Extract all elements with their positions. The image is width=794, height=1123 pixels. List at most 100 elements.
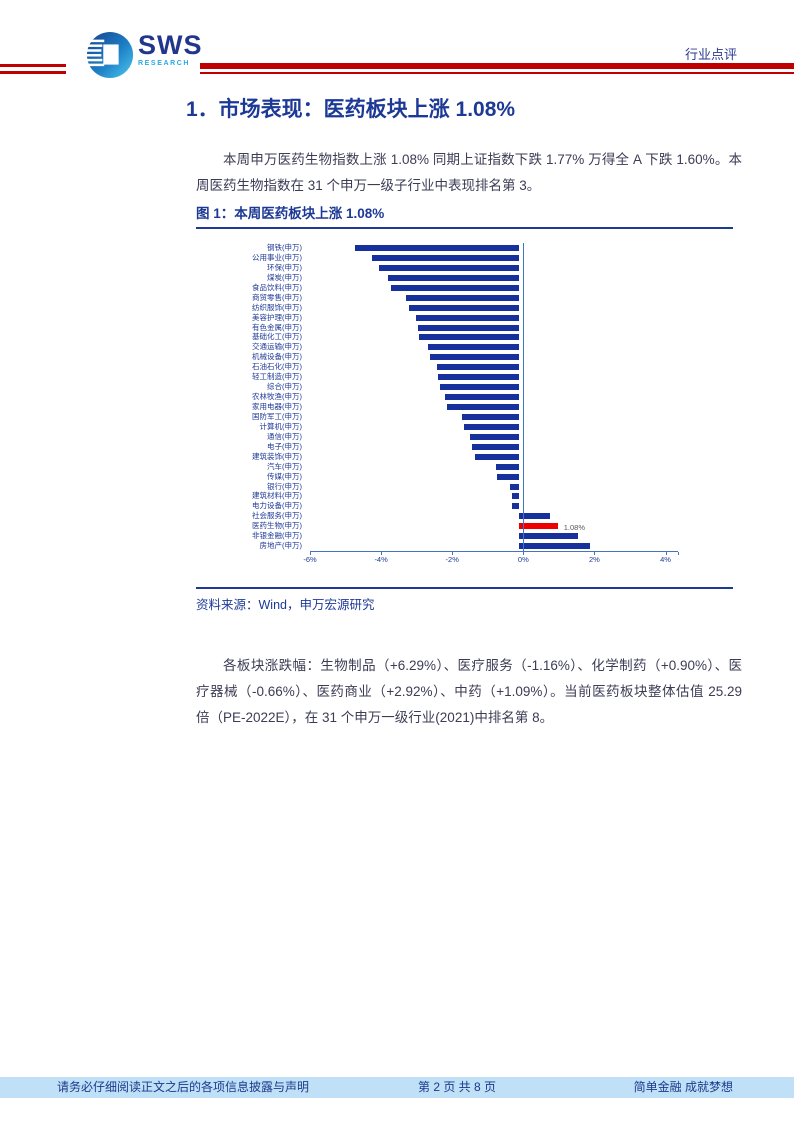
header-red-thin-line <box>200 71 794 74</box>
chart-row: 社会服务(申万) <box>207 511 678 521</box>
header-red-line-left-top <box>0 64 66 67</box>
footer-disclaimer: 请务必仔细阅读正文之后的各项信息披露与声明 <box>57 1080 310 1094</box>
chart-row: 传媒(申万) <box>207 472 678 482</box>
chart-row: 建筑装饰(申万) <box>207 452 678 462</box>
logo-research-label: RESEARCH <box>138 60 191 68</box>
x-axis-ticks: -6% -4% -2% 0% 2% 4% <box>303 552 679 568</box>
chart-category-label: 商贸零售(申万) <box>252 292 302 302</box>
chart-bar <box>430 354 520 361</box>
source-note: 资料来源：Wind，申万宏源研究 <box>196 598 375 612</box>
chart-bar <box>436 364 520 371</box>
chart-bar-track <box>306 472 674 482</box>
chart-category-label: 建筑材料(申万) <box>252 491 302 501</box>
chart-row: 有色金属(申万) <box>207 323 678 333</box>
chart-bar <box>512 503 520 510</box>
zero-axis-line <box>523 243 525 551</box>
chart-category-label: 有色金属(申万) <box>252 322 302 332</box>
chart-category-label: 基础化工(申万) <box>252 332 302 342</box>
x-axis-tick-label: -4% <box>374 555 388 564</box>
chart-category-label: 美容护理(申万) <box>252 312 302 322</box>
chart-bar <box>471 443 520 450</box>
sws-logo: SWS RESEARCH <box>86 31 203 79</box>
chart-bar <box>409 304 520 311</box>
report-type-label: 行业点评 <box>684 47 737 62</box>
chart-category-label: 机械设备(申万) <box>252 352 302 362</box>
x-axis-tick <box>310 552 311 555</box>
chart-bar-track <box>306 501 674 511</box>
chart-bar-track <box>306 412 674 422</box>
chart-category-label: 非银金融(申万) <box>252 531 302 541</box>
figure-bottom-rule <box>196 587 733 589</box>
chart-row: 食品饮料(申万) <box>207 283 678 293</box>
x-axis-tick-label: 2% <box>589 555 600 564</box>
chart-category-label: 社会服务(申万) <box>252 511 302 521</box>
chart-bar <box>438 374 520 381</box>
x-axis-end-tick <box>678 552 679 555</box>
chart-category-label: 计算机(申万) <box>259 421 303 431</box>
chart-bar-track <box>306 342 674 352</box>
chart-bar <box>440 384 520 391</box>
chart-row: 建筑材料(申万) <box>207 491 678 501</box>
chart-bar <box>519 533 578 540</box>
chart-category-label: 通信(申万) <box>267 431 302 441</box>
bar-data-label: 1.08% <box>563 522 585 532</box>
chart-bar <box>387 274 520 281</box>
header-red-line-left-bottom <box>0 70 66 74</box>
chart-category-label: 纺织服饰(申万) <box>252 302 302 312</box>
chart-bar-track <box>306 323 674 333</box>
chart-bar-track <box>306 432 674 442</box>
chart-bar-track <box>306 531 674 541</box>
chart-bar <box>405 294 520 301</box>
footer-slogan: 简单金融 成就梦想 <box>633 1080 733 1094</box>
chart-bar-track <box>306 283 674 293</box>
chart-row: 计算机(申万) <box>207 422 678 432</box>
chart-bar-track: 1.08% <box>306 521 674 532</box>
chart-bar-track <box>306 392 674 402</box>
chart-bar-track <box>306 362 674 372</box>
x-axis-tick-label: -2% <box>445 555 459 564</box>
chart-category-label: 石油石化(申万) <box>252 362 302 372</box>
chart-row: 环保(申万) <box>207 263 678 273</box>
chart-category-label: 传媒(申万) <box>267 471 302 481</box>
chart-bar <box>464 423 520 430</box>
chart-row: 纺织服饰(申万) <box>207 303 678 313</box>
chart-bar <box>519 523 558 530</box>
chart-category-label: 轻工制造(申万) <box>252 372 302 382</box>
chart-row: 电子(申万) <box>207 442 678 452</box>
chart-category-label: 农林牧渔(申万) <box>252 392 302 402</box>
chart-bar <box>511 493 520 500</box>
chart-bar <box>461 413 520 420</box>
header-red-bar <box>200 63 794 69</box>
sws-globe-icon <box>86 31 134 79</box>
chart-bar <box>378 264 520 271</box>
chart-bar-track <box>306 243 674 253</box>
chart-bar-track <box>306 541 674 551</box>
chart-category-label: 煤炭(申万) <box>267 272 302 282</box>
chart-category-label: 电力设备(申万) <box>252 501 302 511</box>
chart-row: 房地产(申万) <box>207 541 678 551</box>
chart-row: 银行(申万) <box>207 482 678 492</box>
page-footer: 请务必仔细阅读正文之后的各项信息披露与声明 第 2 页 共 8 页 简单金融 成… <box>0 1077 794 1098</box>
logo-sws-label: SWS <box>138 30 203 60</box>
chart-row: 商贸零售(申万) <box>207 293 678 303</box>
chart-row: 煤炭(申万) <box>207 273 678 283</box>
chart-category-label: 房地产(申万) <box>259 541 303 551</box>
figure-top-rule <box>196 227 733 229</box>
chart-bar <box>446 404 520 410</box>
chart-bar <box>416 314 520 321</box>
chart-category-label: 综合(申万) <box>267 382 302 392</box>
x-axis-tick <box>665 552 667 555</box>
chart-bar-track <box>306 263 674 273</box>
chart-category-label: 钢铁(申万) <box>267 243 302 252</box>
industry-bar-chart: 钢铁(申万) 公用事业(申万) 环保(申万) 煤炭(申万) 食品饮料(申万) 商贸零售(申… <box>207 243 679 573</box>
chart-row: 家用电器(申万) <box>207 402 678 412</box>
chart-rows: 钢铁(申万) 公用事业(申万) 环保(申万) 煤炭(申万) 食品饮料(申万) 商贸零售(申… <box>207 243 678 551</box>
chart-bar <box>470 433 520 440</box>
chart-bar-track <box>306 332 674 342</box>
chart-bar-track <box>306 372 674 382</box>
chart-bar <box>496 473 520 480</box>
chart-bar-track <box>306 303 674 313</box>
chart-row: 国防军工(申万) <box>207 412 678 422</box>
chart-bar-track <box>306 352 674 362</box>
